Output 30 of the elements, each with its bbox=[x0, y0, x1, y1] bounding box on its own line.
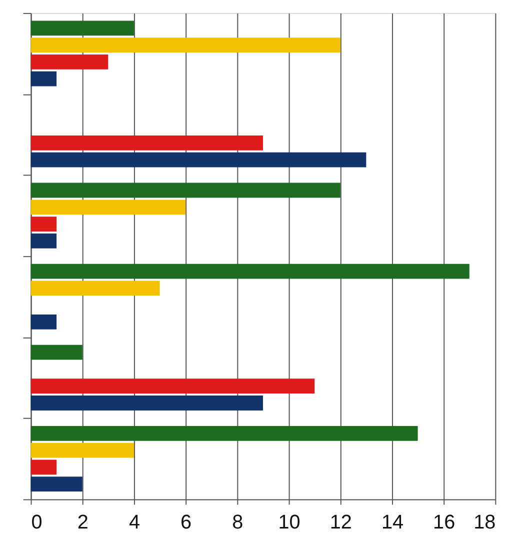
bar bbox=[30, 54, 108, 70]
bar bbox=[30, 233, 57, 248]
x-tick-label: 16 bbox=[433, 512, 456, 534]
bar bbox=[30, 20, 134, 36]
x-tick-label: 12 bbox=[330, 512, 352, 534]
x-tick-label: 10 bbox=[278, 512, 300, 534]
x-tick-label: 2 bbox=[77, 512, 88, 534]
bar bbox=[30, 200, 186, 215]
x-tick-label: 8 bbox=[232, 512, 244, 534]
bar bbox=[30, 396, 263, 410]
bar bbox=[30, 460, 57, 475]
bar bbox=[30, 216, 57, 232]
bar bbox=[30, 378, 315, 394]
bar bbox=[30, 136, 263, 150]
bar bbox=[30, 152, 366, 168]
bar bbox=[30, 344, 82, 360]
bar bbox=[30, 71, 57, 86]
bar bbox=[30, 442, 134, 458]
bar bbox=[30, 38, 340, 52]
x-tick-label: 18 bbox=[474, 512, 496, 534]
bar bbox=[30, 264, 470, 279]
bar bbox=[30, 314, 57, 330]
x-tick-label: 0 bbox=[31, 512, 42, 534]
bar bbox=[30, 426, 418, 441]
x-tick-label: 14 bbox=[381, 512, 404, 534]
bar bbox=[30, 182, 340, 198]
bar bbox=[30, 476, 82, 492]
bar bbox=[30, 280, 160, 296]
x-tick-label: 6 bbox=[180, 512, 192, 534]
x-tick-label: 4 bbox=[128, 512, 140, 534]
